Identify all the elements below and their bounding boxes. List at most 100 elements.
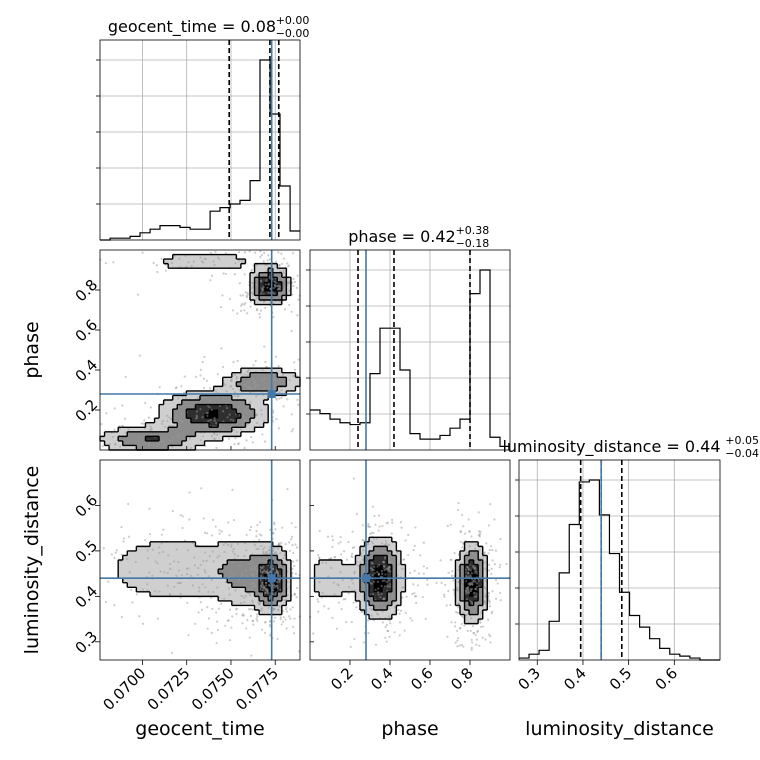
phase-vs-geocent_time-cell bbox=[104, 440, 110, 446]
phase-vs-geocent_time-point bbox=[243, 273, 246, 276]
phase-vs-geocent_time-cell bbox=[145, 431, 151, 437]
luminosity_distance-vs-geocent_time-point bbox=[161, 550, 165, 554]
luminosity_distance-vs-geocent_time-point bbox=[266, 569, 269, 572]
phase-vs-geocent_time-cell bbox=[281, 272, 287, 278]
luminosity_distance-vs-geocent_time-cell bbox=[154, 555, 160, 561]
phase-vs-geocent_time-point bbox=[261, 368, 264, 371]
phase-vs-geocent_time-cell bbox=[131, 445, 137, 451]
luminosity_distance-vs-phase-point bbox=[345, 558, 349, 561]
luminosity_distance-vs-phase-point bbox=[425, 566, 429, 570]
luminosity_distance-vs-phase-point bbox=[435, 581, 438, 585]
luminosity_distance-vs-geocent_time-point bbox=[242, 614, 245, 617]
phase-vs-geocent_time-cell bbox=[254, 422, 260, 428]
luminosity_distance-vs-phase-cell bbox=[473, 546, 479, 552]
luminosity_distance-vs-geocent_time-cell bbox=[186, 578, 192, 584]
phase-vs-geocent_time-cell bbox=[268, 263, 274, 269]
phase-vs-geocent_time-cell bbox=[100, 436, 105, 442]
luminosity_distance-vs-geocent_time-point bbox=[259, 544, 263, 548]
luminosity_distance-ytick-label-2: 0.5 bbox=[72, 537, 102, 567]
phase-vs-geocent_time-point bbox=[164, 269, 167, 272]
luminosity_distance-vs-phase-cell bbox=[473, 610, 479, 615]
luminosity_distance-vs-phase-point bbox=[462, 645, 465, 648]
phase-vs-geocent_time-density bbox=[100, 254, 301, 451]
luminosity_distance-vs-phase-point bbox=[358, 561, 362, 564]
phase-vs-geocent_time-point bbox=[264, 283, 267, 286]
luminosity_distance-vs-geocent_time-point bbox=[277, 609, 280, 612]
luminosity_distance-vs-geocent_time-cell bbox=[168, 578, 174, 584]
luminosity_distance-vs-phase-point bbox=[347, 586, 351, 589]
phase-vs-geocent_time-point bbox=[239, 294, 242, 297]
luminosity_distance-vs-geocent_time-point bbox=[193, 564, 197, 567]
luminosity_distance-vs-phase-cell bbox=[387, 537, 393, 543]
phase-vs-geocent_time-point bbox=[258, 316, 261, 319]
phase-vs-geocent_time-cell bbox=[227, 431, 233, 437]
phase-vs-geocent_time-point bbox=[263, 382, 266, 386]
luminosity_distance-vs-geocent_time-cell bbox=[154, 573, 160, 579]
phase-vs-geocent_time-point bbox=[195, 410, 199, 413]
luminosity_distance-vs-geocent_time-point bbox=[199, 563, 202, 566]
phase-vs-geocent_time-cell bbox=[122, 436, 128, 442]
luminosity_distance-vs-phase-cell bbox=[460, 550, 465, 556]
phase-vs-geocent_time-point bbox=[124, 375, 127, 378]
luminosity_distance-vs-geocent_time-point bbox=[276, 547, 279, 550]
geocent_time-xtick-label-2: 0.0750 bbox=[188, 664, 238, 714]
luminosity_distance-vs-phase-cell bbox=[469, 541, 475, 547]
luminosity_distance-vs-phase-cell bbox=[369, 587, 375, 593]
luminosity_distance-vs-phase-cell bbox=[455, 578, 461, 584]
luminosity_distance-vs-geocent_time-cell bbox=[268, 546, 274, 552]
luminosity_distance-vs-geocent_time-cell bbox=[222, 587, 228, 593]
luminosity_distance-vs-geocent_time-point bbox=[171, 509, 174, 513]
luminosity_distance-vs-phase-cell bbox=[350, 587, 356, 593]
luminosity_distance-vs-phase-cell bbox=[369, 582, 375, 588]
luminosity_distance-vs-phase-cell bbox=[382, 610, 388, 615]
luminosity_distance-vs-geocent_time-point bbox=[204, 571, 207, 574]
phase-vs-geocent_time-point bbox=[297, 358, 300, 361]
phase-vs-geocent_time-cell bbox=[236, 413, 242, 419]
luminosity_distance-vs-phase-point bbox=[409, 617, 412, 620]
luminosity_distance-vs-geocent_time-cell bbox=[286, 582, 292, 588]
phase-vs-geocent_time-cell bbox=[181, 259, 187, 265]
phase-vs-geocent_time-cell bbox=[168, 404, 174, 410]
luminosity_distance-vs-geocent_time-cell bbox=[254, 550, 260, 556]
luminosity_distance-vs-phase-point bbox=[481, 636, 484, 639]
phase-vs-geocent_time-cell bbox=[263, 381, 269, 387]
luminosity_distance-vs-phase-cell bbox=[391, 573, 397, 579]
phase-vs-geocent_time-point bbox=[219, 425, 222, 429]
luminosity_distance-vs-phase-cell bbox=[373, 541, 379, 547]
phase-vs-geocent_time-cell bbox=[231, 409, 237, 415]
phase-vs-geocent_time-point bbox=[292, 277, 295, 281]
luminosity_distance-vs-geocent_time-point bbox=[258, 533, 262, 536]
luminosity_distance-vs-phase-cell bbox=[382, 600, 388, 606]
phase-vs-geocent_time-point bbox=[192, 260, 195, 263]
luminosity_distance-vs-geocent_time-cell bbox=[213, 591, 219, 597]
luminosity_distance-vs-phase-point bbox=[473, 547, 477, 550]
luminosity_distance-vs-phase-cell bbox=[346, 569, 352, 575]
phase-vs-geocent_time-cell bbox=[118, 436, 124, 442]
luminosity_distance-vs-geocent_time-cell bbox=[181, 587, 187, 593]
luminosity_distance-vs-geocent_time-point bbox=[191, 584, 194, 587]
luminosity_distance-vs-geocent_time-point bbox=[243, 542, 247, 545]
luminosity_distance-vs-phase-cell bbox=[360, 587, 365, 593]
phase-vs-geocent_time-cell bbox=[209, 431, 215, 437]
luminosity_distance-vs-phase-cell bbox=[400, 573, 406, 579]
luminosity_distance-vs-geocent_time-cell bbox=[245, 550, 251, 556]
luminosity_distance-vs-geocent_time-cell bbox=[186, 569, 192, 575]
phase-vs-geocent_time-cell bbox=[259, 381, 265, 387]
luminosity_distance-vs-phase-point bbox=[401, 596, 404, 599]
phase-vs-geocent_time-cell bbox=[159, 440, 165, 446]
phase-vs-geocent_time-cell bbox=[159, 409, 165, 415]
phase-vs-geocent_time-point bbox=[249, 305, 252, 308]
luminosity_distance-vs-geocent_time-point bbox=[261, 559, 264, 562]
phase-vs-geocent_time-cell bbox=[222, 254, 228, 260]
luminosity_distance-vs-geocent_time-point bbox=[251, 581, 254, 584]
luminosity_distance-vs-geocent_time-cell bbox=[186, 582, 192, 588]
luminosity_distance-vs-geocent_time-point bbox=[289, 608, 292, 611]
phase-vs-geocent_time-point bbox=[236, 359, 239, 362]
luminosity_distance-vs-phase-point bbox=[377, 563, 381, 567]
luminosity_distance-vs-phase-point bbox=[461, 513, 464, 517]
phase-vs-geocent_time-point bbox=[280, 388, 283, 392]
luminosity_distance-vs-geocent_time-cell bbox=[240, 569, 246, 575]
phase-vs-geocent_time-cell bbox=[245, 377, 251, 383]
phase-vs-geocent_time-cell bbox=[150, 436, 155, 442]
phase-vs-geocent_time-cell bbox=[290, 377, 296, 383]
